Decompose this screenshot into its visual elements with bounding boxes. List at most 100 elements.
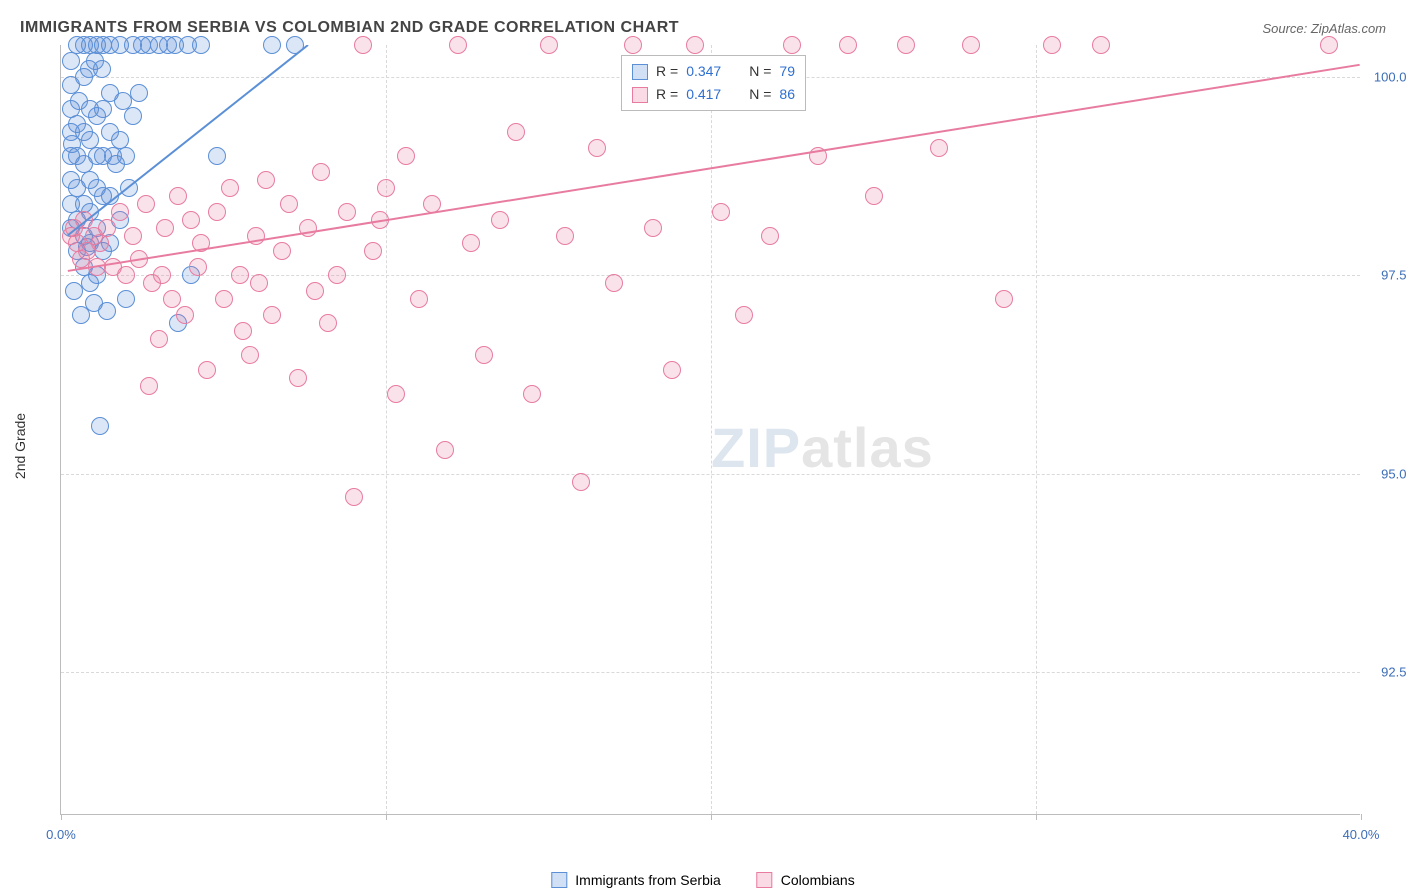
data-point-colombia	[312, 163, 330, 181]
data-point-colombia	[189, 258, 207, 276]
data-point-serbia	[63, 135, 81, 153]
data-point-colombia	[250, 274, 268, 292]
data-point-colombia	[387, 385, 405, 403]
x-tick	[386, 814, 387, 820]
data-point-colombia	[182, 211, 200, 229]
data-point-colombia	[410, 290, 428, 308]
stats-n-value-serbia: 79	[779, 60, 795, 83]
data-point-serbia	[192, 36, 210, 54]
data-point-colombia	[192, 234, 210, 252]
data-point-colombia	[328, 266, 346, 284]
y-tick-label: 92.5%	[1368, 665, 1406, 680]
legend-label-serbia: Immigrants from Serbia	[575, 872, 720, 888]
gridline-v	[386, 45, 387, 814]
data-point-colombia	[319, 314, 337, 332]
y-tick-label: 97.5%	[1368, 268, 1406, 283]
data-point-colombia	[962, 36, 980, 54]
data-point-colombia	[462, 234, 480, 252]
data-point-colombia	[111, 203, 129, 221]
data-point-colombia	[930, 139, 948, 157]
x-tick	[1036, 814, 1037, 820]
chart-container: IMMIGRANTS FROM SERBIA VS COLOMBIAN 2ND …	[0, 0, 1406, 892]
data-point-serbia	[114, 92, 132, 110]
data-point-colombia	[156, 219, 174, 237]
data-point-colombia	[345, 488, 363, 506]
data-point-colombia	[273, 242, 291, 260]
data-point-colombia	[436, 441, 454, 459]
data-point-colombia	[865, 187, 883, 205]
legend-label-colombia: Colombians	[781, 872, 855, 888]
data-point-colombia	[299, 219, 317, 237]
legend-item-colombia: Colombians	[757, 872, 855, 888]
data-point-serbia	[98, 302, 116, 320]
data-point-colombia	[423, 195, 441, 213]
data-point-colombia	[176, 306, 194, 324]
data-point-colombia	[540, 36, 558, 54]
data-point-colombia	[507, 123, 525, 141]
data-point-serbia	[62, 52, 80, 70]
data-point-serbia	[70, 92, 88, 110]
data-point-colombia	[231, 266, 249, 284]
x-tick	[711, 814, 712, 820]
data-point-colombia	[397, 147, 415, 165]
data-point-colombia	[475, 346, 493, 364]
stats-n-value-colombia: 86	[779, 83, 795, 106]
data-point-colombia	[995, 290, 1013, 308]
data-point-colombia	[1043, 36, 1061, 54]
data-point-colombia	[523, 385, 541, 403]
y-tick-label: 100.0%	[1368, 69, 1406, 84]
gridline-v	[711, 45, 712, 814]
x-tick-label: 40.0%	[1343, 827, 1380, 842]
data-point-colombia	[234, 322, 252, 340]
data-point-colombia	[124, 227, 142, 245]
data-point-serbia	[104, 147, 122, 165]
data-point-colombia	[624, 36, 642, 54]
chart-title: IMMIGRANTS FROM SERBIA VS COLOMBIAN 2ND …	[20, 19, 679, 37]
data-point-colombia	[198, 361, 216, 379]
data-point-colombia	[98, 219, 116, 237]
data-point-colombia	[491, 211, 509, 229]
x-tick	[1361, 814, 1362, 820]
data-point-colombia	[686, 36, 704, 54]
data-point-colombia	[572, 473, 590, 491]
data-point-colombia	[354, 36, 372, 54]
x-tick	[61, 814, 62, 820]
data-point-colombia	[140, 377, 158, 395]
data-point-colombia	[247, 227, 265, 245]
y-tick-label: 95.0%	[1368, 466, 1406, 481]
data-point-colombia	[280, 195, 298, 213]
legend-item-serbia: Immigrants from Serbia	[551, 872, 720, 888]
data-point-colombia	[556, 227, 574, 245]
data-point-colombia	[208, 203, 226, 221]
data-point-colombia	[761, 227, 779, 245]
stats-box: R =0.347N =79R =0.417N =86	[621, 55, 806, 111]
data-point-colombia	[117, 266, 135, 284]
data-point-serbia	[117, 290, 135, 308]
legend-swatch-serbia	[551, 872, 567, 888]
y-axis-title: 2nd Grade	[12, 413, 28, 479]
data-point-serbia	[124, 107, 142, 125]
plot-area: 92.5%95.0%97.5%100.0%0.0%40.0% R =0.347N…	[60, 45, 1360, 815]
stats-r-value-colombia: 0.417	[686, 83, 721, 106]
data-point-colombia	[130, 250, 148, 268]
header: IMMIGRANTS FROM SERBIA VS COLOMBIAN 2ND …	[0, 0, 1406, 44]
data-point-colombia	[241, 346, 259, 364]
data-point-serbia	[91, 417, 109, 435]
data-point-colombia	[897, 36, 915, 54]
stats-r-label: R =	[656, 83, 678, 106]
data-point-serbia	[65, 282, 83, 300]
data-point-serbia	[286, 36, 304, 54]
data-point-colombia	[163, 290, 181, 308]
stats-n-label: N =	[749, 60, 771, 83]
data-point-colombia	[809, 147, 827, 165]
data-point-colombia	[588, 139, 606, 157]
data-point-colombia	[605, 274, 623, 292]
data-point-colombia	[377, 179, 395, 197]
data-point-serbia	[130, 84, 148, 102]
stats-r-label: R =	[656, 60, 678, 83]
legend: Immigrants from Serbia Colombians	[551, 872, 854, 888]
data-point-colombia	[712, 203, 730, 221]
data-point-colombia	[150, 330, 168, 348]
data-point-colombia	[1092, 36, 1110, 54]
data-point-colombia	[449, 36, 467, 54]
